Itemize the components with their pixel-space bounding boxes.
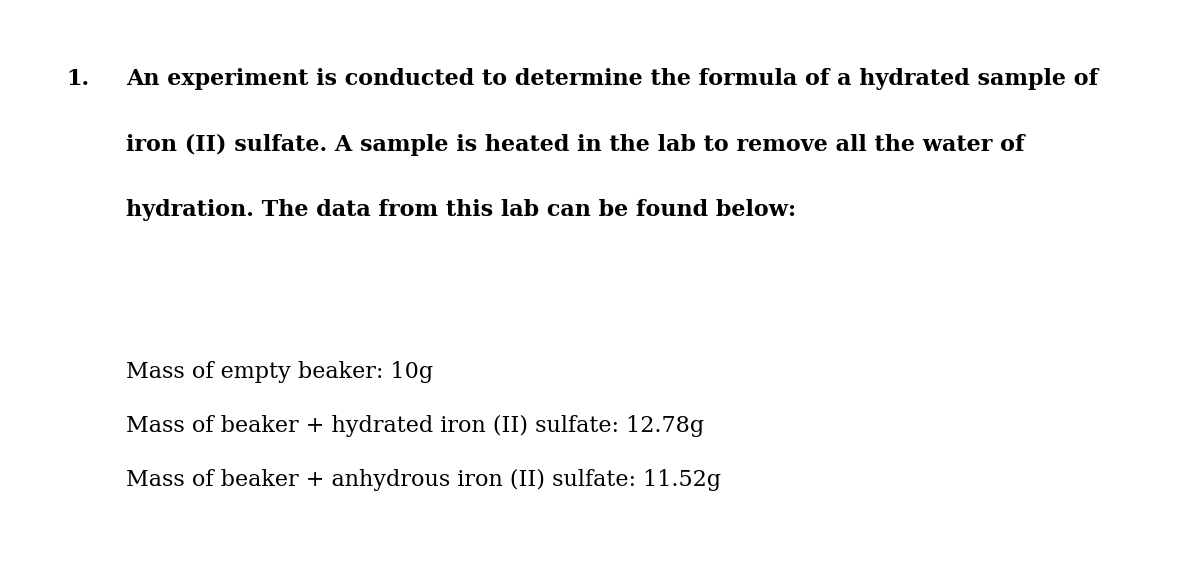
Text: Mass of beaker + hydrated iron (II) sulfate: 12.78g: Mass of beaker + hydrated iron (II) sulf…: [126, 415, 704, 437]
Text: Mass of empty beaker: 10g: Mass of empty beaker: 10g: [126, 361, 433, 383]
Text: An experiment is conducted to determine the formula of a hydrated sample of: An experiment is conducted to determine …: [126, 68, 1098, 90]
Text: Mass of beaker + anhydrous iron (II) sulfate: 11.52g: Mass of beaker + anhydrous iron (II) sul…: [126, 469, 721, 491]
Text: iron (II) sulfate. A sample is heated in the lab to remove all the water of: iron (II) sulfate. A sample is heated in…: [126, 133, 1025, 156]
Text: hydration. The data from this lab can be found below:: hydration. The data from this lab can be…: [126, 199, 796, 221]
Text: 1.: 1.: [66, 68, 89, 90]
